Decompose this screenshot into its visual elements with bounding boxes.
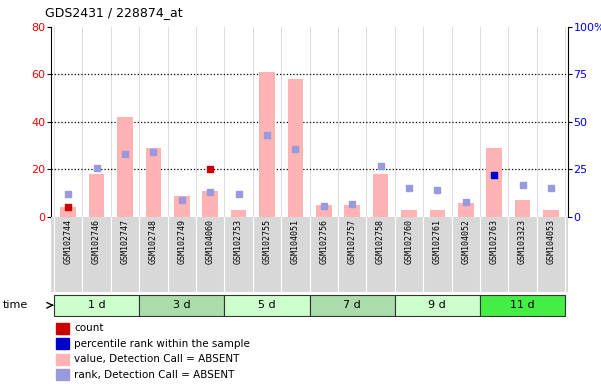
Text: GSM102753: GSM102753 xyxy=(234,219,243,264)
Bar xyxy=(56,339,69,349)
Text: GSM102758: GSM102758 xyxy=(376,219,385,264)
Bar xyxy=(259,72,275,217)
Text: GSM103323: GSM103323 xyxy=(518,219,527,264)
Bar xyxy=(486,148,502,217)
Bar xyxy=(514,200,530,217)
Text: 7 d: 7 d xyxy=(343,300,361,310)
Bar xyxy=(139,295,224,316)
Bar xyxy=(373,174,388,217)
Bar xyxy=(56,369,69,380)
Bar xyxy=(54,295,139,316)
Bar xyxy=(458,203,474,217)
Bar xyxy=(224,295,310,316)
Bar xyxy=(310,295,395,316)
Text: count: count xyxy=(75,323,104,333)
Text: GSM102749: GSM102749 xyxy=(177,219,186,264)
Text: GSM102748: GSM102748 xyxy=(149,219,158,264)
Text: GSM102763: GSM102763 xyxy=(490,219,499,264)
Text: GSM104053: GSM104053 xyxy=(546,219,555,264)
Text: 3 d: 3 d xyxy=(173,300,191,310)
Bar xyxy=(480,295,565,316)
Text: 11 d: 11 d xyxy=(510,300,535,310)
Text: rank, Detection Call = ABSENT: rank, Detection Call = ABSENT xyxy=(75,370,235,380)
Text: value, Detection Call = ABSENT: value, Detection Call = ABSENT xyxy=(75,354,240,364)
Bar xyxy=(89,174,105,217)
Text: GSM102757: GSM102757 xyxy=(347,219,356,264)
Text: GSM102744: GSM102744 xyxy=(64,219,73,264)
Text: time: time xyxy=(3,300,28,310)
Bar xyxy=(395,295,480,316)
Text: GSM102760: GSM102760 xyxy=(404,219,413,264)
Text: GSM102755: GSM102755 xyxy=(263,219,272,264)
Text: GSM104052: GSM104052 xyxy=(461,219,470,264)
Text: 9 d: 9 d xyxy=(429,300,446,310)
Bar xyxy=(401,210,416,217)
Text: GSM102756: GSM102756 xyxy=(319,219,328,264)
Text: GSM102746: GSM102746 xyxy=(92,219,101,264)
Bar xyxy=(117,117,133,217)
Bar xyxy=(174,195,189,217)
Text: 5 d: 5 d xyxy=(258,300,276,310)
Bar xyxy=(543,210,559,217)
Text: GDS2431 / 228874_at: GDS2431 / 228874_at xyxy=(45,6,183,19)
Bar xyxy=(145,148,161,217)
Bar xyxy=(56,354,69,365)
Bar xyxy=(287,79,303,217)
Bar xyxy=(316,205,332,217)
Bar xyxy=(430,210,445,217)
Text: 1 d: 1 d xyxy=(88,300,105,310)
Bar xyxy=(231,210,246,217)
Text: GSM104060: GSM104060 xyxy=(206,219,215,264)
Bar xyxy=(56,323,69,334)
Text: GSM102761: GSM102761 xyxy=(433,219,442,264)
Text: GSM102747: GSM102747 xyxy=(120,219,129,264)
Text: percentile rank within the sample: percentile rank within the sample xyxy=(75,339,250,349)
Text: GSM104051: GSM104051 xyxy=(291,219,300,264)
Bar xyxy=(203,191,218,217)
Bar xyxy=(344,205,360,217)
Bar xyxy=(60,207,76,217)
